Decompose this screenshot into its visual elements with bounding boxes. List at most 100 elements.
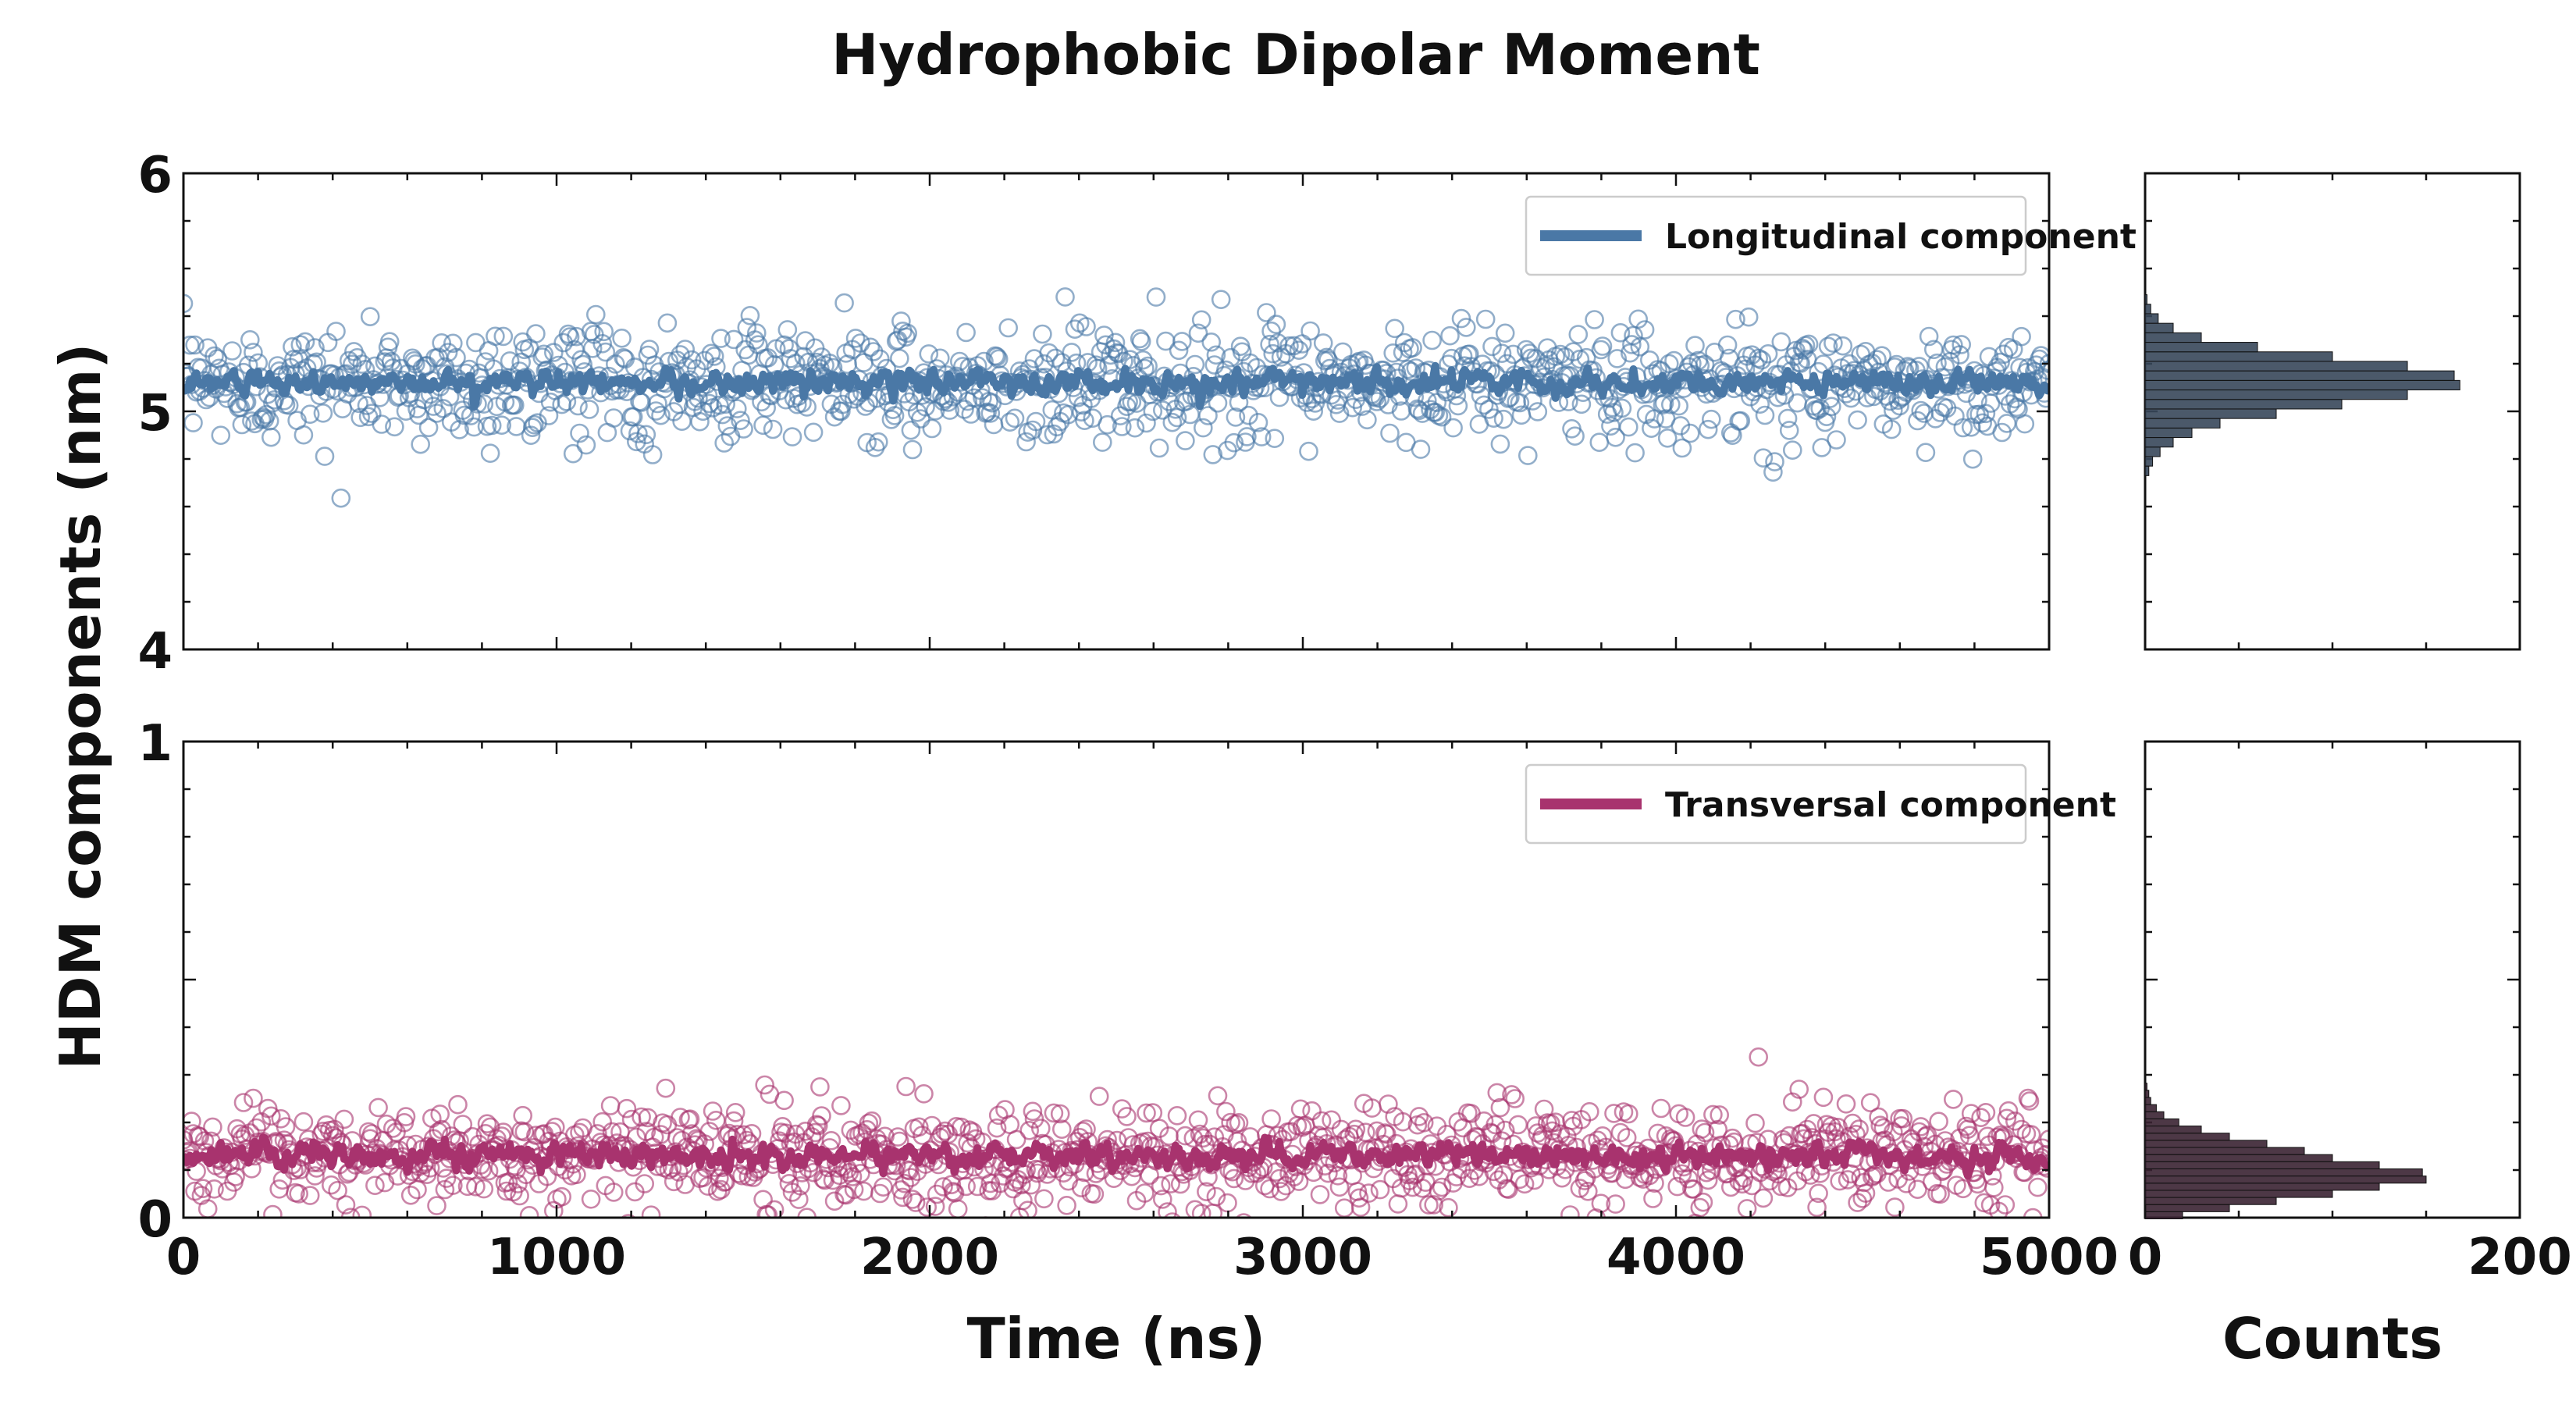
transversal-point (1698, 1170, 1718, 1190)
transversal-point (1610, 1122, 1631, 1143)
transversal-point (479, 1161, 499, 1181)
longitudinal-point (1991, 352, 2010, 372)
longitudinal-point (1571, 394, 1592, 414)
longitudinal-point (890, 348, 909, 368)
longitudinal-point (526, 324, 546, 343)
transversal-point (1329, 1177, 1350, 1197)
longitudinal-point (834, 293, 854, 313)
longitudinal-point (1284, 336, 1304, 356)
longitudinal-point (1098, 414, 1117, 435)
longitudinal-point (833, 394, 852, 414)
longitudinal-point (851, 333, 870, 353)
longitudinal-point (360, 307, 380, 327)
longitudinal-point (1816, 407, 1837, 427)
transversal-point (334, 1109, 354, 1129)
longitudinal-point (795, 331, 815, 350)
transversal-point (724, 1111, 744, 1131)
longitudinal-point (1717, 335, 1738, 355)
longitudinal-point (1138, 356, 1158, 376)
transversal-point (1505, 1089, 1525, 1108)
longitudinal-point (342, 354, 362, 375)
longitudinal-point (1848, 410, 1867, 430)
transversal-point (844, 1179, 864, 1200)
longitudinal-point (560, 327, 580, 347)
transversal-point (952, 1117, 971, 1137)
transversal-point (602, 1122, 622, 1142)
longitudinal-point (1622, 335, 1642, 354)
longitudinal-point (777, 320, 798, 340)
longitudinal-point (869, 432, 888, 452)
x-tick-label: 5000 (1980, 1229, 2119, 1286)
longitudinal-point (1263, 343, 1283, 364)
longitudinal-point (1619, 417, 1638, 437)
longitudinal-point (1239, 405, 1258, 425)
longitudinal-point (261, 427, 281, 447)
transversal-point (1684, 1179, 1703, 1199)
longitudinal-point (244, 343, 263, 362)
transversal-point (1485, 1115, 1505, 1135)
transversal-point (466, 1177, 486, 1197)
longitudinal-point (1105, 333, 1126, 353)
transversal-hist-bar (2144, 1168, 2423, 1177)
transversal-point (1710, 1105, 1729, 1125)
longitudinal-point (1685, 336, 1705, 355)
transversal-point (914, 1084, 934, 1104)
transversal-point (893, 1187, 913, 1208)
longitudinal-point (1251, 427, 1272, 446)
transversal-point (909, 1117, 929, 1137)
transversal-point (967, 1176, 987, 1197)
longitudinal-point (500, 351, 520, 371)
transversal-point (396, 1107, 416, 1126)
longitudinal-point (443, 333, 463, 354)
transversal-hist-bar (2144, 1176, 2427, 1184)
y-tick-label: 0 (137, 1191, 173, 1249)
longitudinal-point (579, 400, 600, 419)
transversal-point (1997, 1108, 2017, 1129)
longitudinal-point (1299, 441, 1318, 461)
longitudinal-point (1492, 343, 1512, 364)
longitudinal-point (313, 403, 333, 423)
hist-x-tick-label: 0 (2128, 1229, 2163, 1286)
longitudinal-point (1833, 336, 1853, 356)
transversal-point (2021, 1125, 2041, 1144)
longitudinal-point (326, 322, 346, 341)
longitudinal-point (1131, 332, 1151, 351)
longitudinal-point (1112, 417, 1132, 436)
transversal-point (1971, 1108, 1991, 1127)
longitudinal-point (1191, 310, 1212, 330)
longitudinal-hist-bar (2144, 418, 2221, 429)
transversal-point (1869, 1107, 1888, 1127)
transversal-hist-bar (2144, 1211, 2183, 1220)
longitudinal-point (1568, 325, 1589, 344)
longitudinal-point (1204, 355, 1225, 375)
transversal-point (1804, 1114, 1823, 1133)
transversal-point (1158, 1202, 1177, 1218)
longitudinal-point (1681, 423, 1700, 443)
longitudinal-point (1738, 307, 1759, 327)
longitudinal-point (1169, 340, 1189, 361)
longitudinal-point (1125, 418, 1145, 438)
longitudinal-point (1237, 427, 1257, 446)
transversal-point (742, 1124, 762, 1144)
longitudinal-point (1612, 398, 1632, 418)
transversal-point (671, 1108, 690, 1127)
longitudinal-point (1916, 443, 1936, 463)
transversal-point (433, 1158, 454, 1178)
transversal-point (328, 1180, 347, 1200)
transversal-point (1604, 1104, 1624, 1123)
longitudinal-point (1130, 329, 1150, 349)
transversal-point (1675, 1108, 1695, 1127)
longitudinal-point (1950, 345, 1969, 365)
longitudinal-point (350, 407, 371, 428)
transversal-point (1807, 1197, 1827, 1218)
transversal-point (1185, 1200, 1205, 1218)
transversal-point (1669, 1104, 1688, 1124)
transversal-point (1235, 1213, 1252, 1218)
longitudinal-point (2039, 354, 2049, 374)
longitudinal-point (283, 336, 302, 357)
transversal-point (941, 1175, 962, 1194)
transversal-point (699, 1122, 720, 1141)
longitudinal-point (1260, 334, 1279, 354)
longitudinal-point (1495, 323, 1515, 343)
longitudinal-point (704, 347, 724, 366)
